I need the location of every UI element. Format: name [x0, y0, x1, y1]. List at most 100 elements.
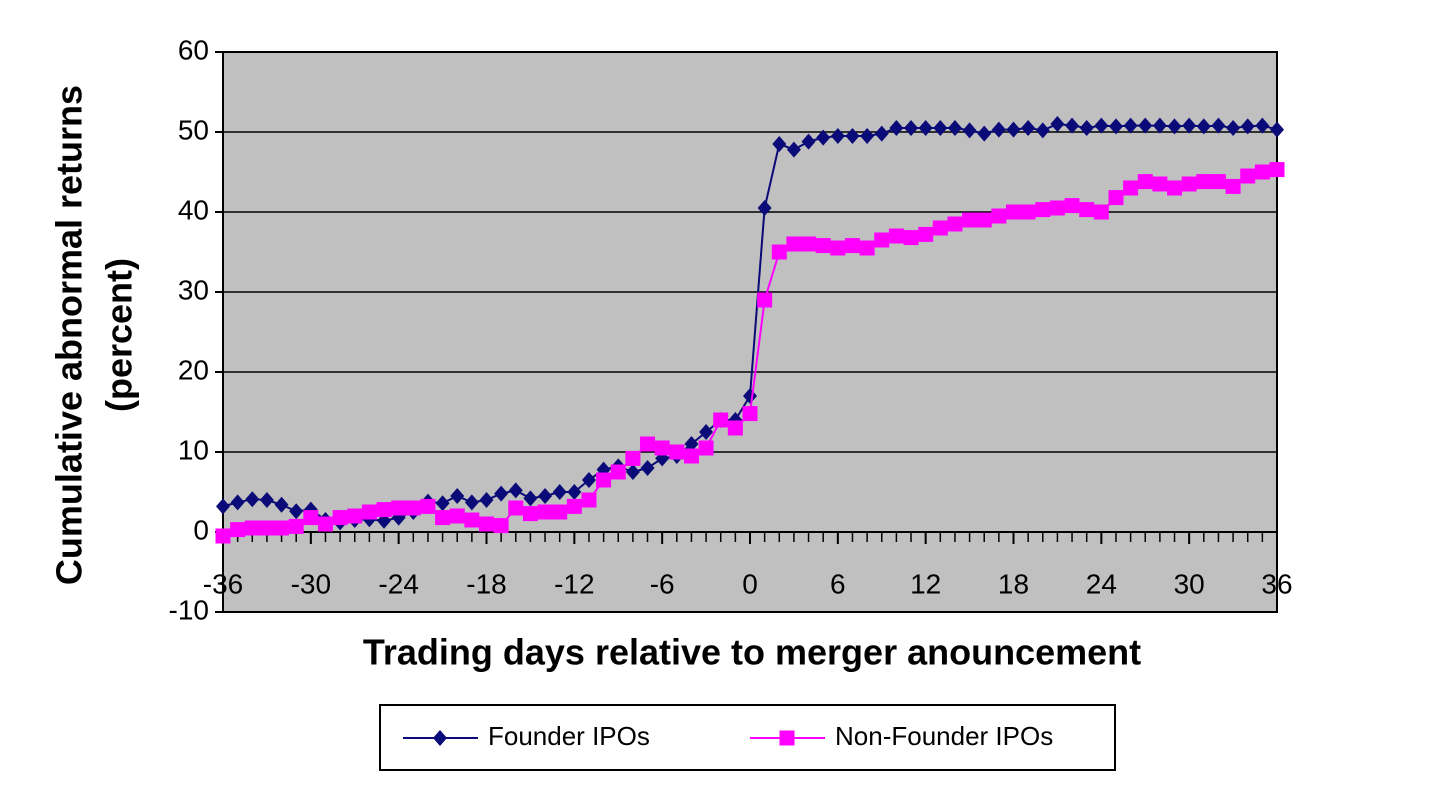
data-point	[1240, 168, 1256, 184]
data-point	[494, 485, 509, 502]
data-point	[259, 520, 275, 536]
y-tick-label: 50	[178, 114, 209, 145]
data-point	[479, 492, 494, 508]
data-point	[1079, 202, 1095, 218]
data-point	[259, 492, 274, 508]
data-point	[918, 120, 933, 136]
data-point	[874, 232, 890, 248]
data-point	[566, 498, 582, 514]
data-point	[860, 128, 875, 144]
data-point	[552, 504, 568, 520]
data-point	[1196, 118, 1211, 135]
data-point	[391, 509, 406, 526]
y-tick-label: 60	[178, 34, 209, 65]
data-point	[581, 492, 597, 508]
data-point	[874, 125, 889, 142]
data-point	[918, 226, 934, 242]
x-tick-label: 12	[910, 568, 941, 599]
data-point	[772, 136, 787, 152]
data-point	[347, 508, 363, 524]
data-point	[757, 292, 773, 308]
data-point	[450, 488, 465, 504]
data-point	[698, 440, 714, 456]
data-point	[1167, 180, 1183, 196]
data-point	[420, 498, 436, 514]
data-point	[1269, 162, 1285, 178]
data-point	[479, 516, 494, 532]
y-tick-label: 20	[178, 354, 209, 385]
data-point	[1254, 164, 1270, 180]
data-point	[1035, 202, 1051, 218]
data-point	[230, 522, 246, 538]
data-point	[1065, 117, 1080, 134]
data-point	[1181, 176, 1197, 192]
data-point	[640, 460, 655, 476]
data-point	[317, 516, 333, 532]
x-tick-label: 36	[1261, 568, 1292, 599]
legend-marker	[433, 730, 447, 746]
x-axis-title: Trading days relative to merger anouncem…	[363, 632, 1141, 673]
data-point	[523, 490, 538, 507]
data-point	[991, 121, 1006, 138]
data-point	[435, 510, 451, 526]
data-point	[230, 494, 245, 511]
data-point	[947, 216, 963, 232]
data-point	[889, 120, 904, 136]
plot-area	[222, 51, 1278, 613]
legend-box	[379, 704, 1116, 771]
x-tick-label: 24	[1086, 568, 1117, 599]
data-point	[1108, 118, 1123, 135]
y-tick-label: 0	[193, 514, 209, 545]
data-point	[771, 244, 787, 260]
data-point	[508, 500, 524, 516]
data-point	[977, 125, 992, 142]
data-point	[581, 472, 596, 488]
x-tick-label: -6	[650, 568, 675, 599]
data-point	[859, 240, 875, 256]
data-point	[288, 518, 304, 534]
data-point	[1108, 190, 1124, 206]
data-point	[1225, 178, 1241, 194]
data-point	[683, 448, 699, 464]
data-point	[508, 482, 523, 499]
data-point	[654, 440, 670, 456]
data-point	[888, 228, 904, 244]
data-point	[903, 230, 919, 246]
data-point	[538, 488, 553, 504]
x-tick-label: -18	[466, 568, 506, 599]
data-point	[962, 122, 977, 139]
data-point	[1211, 117, 1226, 134]
y-tick-label: 30	[178, 274, 209, 305]
data-point	[1152, 117, 1167, 134]
data-point	[1167, 118, 1182, 135]
data-point	[567, 484, 582, 500]
data-point	[1049, 200, 1065, 216]
data-point	[625, 464, 640, 480]
data-point	[830, 240, 846, 256]
data-point	[1123, 117, 1138, 134]
data-point	[289, 503, 304, 520]
data-point	[801, 236, 817, 252]
data-point	[537, 504, 553, 520]
legend-label: Non-Founder IPOs	[835, 721, 1053, 751]
x-tick-label: 0	[742, 568, 758, 599]
x-tick-label: -24	[378, 568, 418, 599]
data-point	[947, 120, 962, 136]
data-point	[757, 200, 772, 216]
data-point	[904, 120, 919, 136]
data-point	[844, 238, 860, 254]
data-point	[1064, 198, 1080, 214]
data-point	[1079, 120, 1094, 136]
data-point	[786, 236, 802, 252]
data-point	[274, 496, 289, 513]
data-point	[215, 528, 231, 544]
data-point	[845, 128, 860, 144]
x-tick-label: -12	[554, 568, 594, 599]
x-tick-label: 30	[1174, 568, 1205, 599]
data-point	[405, 500, 421, 516]
data-point	[1196, 174, 1212, 190]
data-point	[303, 510, 319, 526]
data-point	[976, 212, 992, 228]
data-point	[596, 472, 612, 488]
